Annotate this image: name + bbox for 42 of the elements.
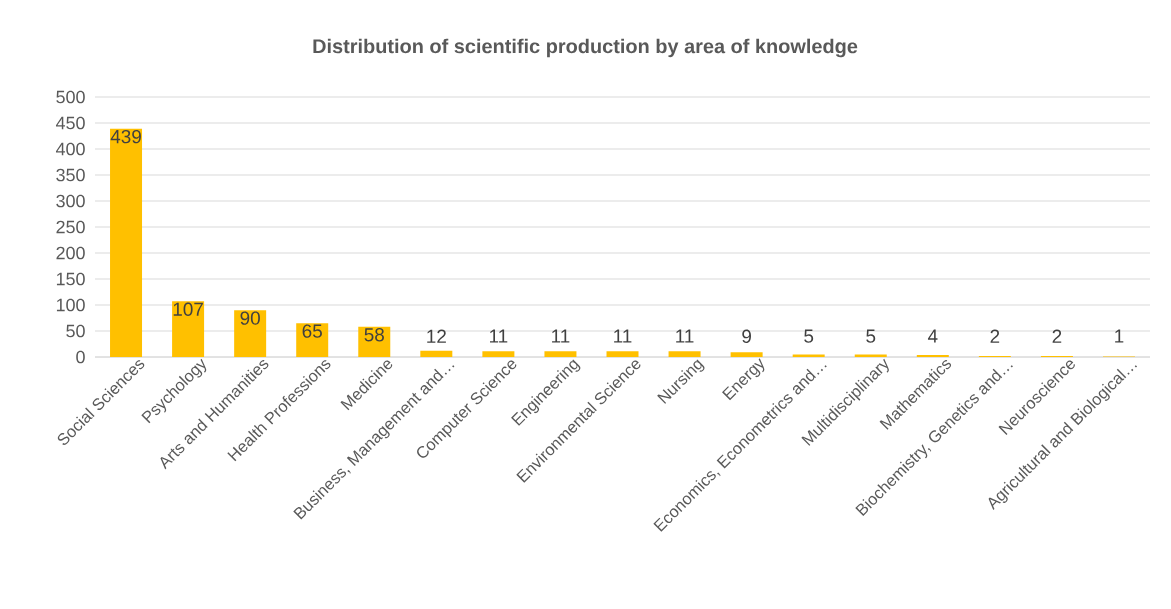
data-label: 9 (742, 329, 751, 343)
bar (854, 354, 887, 357)
y-tick-label: 0 (76, 350, 85, 364)
bar (296, 323, 329, 357)
data-label: 11 (614, 329, 632, 343)
y-tick-label: 200 (56, 246, 85, 260)
y-tick-label: 500 (56, 90, 85, 104)
data-label: 11 (490, 329, 508, 343)
data-label: 2 (1052, 329, 1062, 343)
chart-title: Distribution of scientific production by area of knowledge (313, 38, 858, 58)
bar (606, 351, 639, 357)
data-label: 90 (240, 311, 260, 325)
data-label: 11 (676, 329, 694, 343)
data-label: 1 (1115, 329, 1124, 343)
y-tick-label: 50 (66, 324, 85, 338)
data-label: 11 (552, 329, 570, 343)
bar (916, 354, 949, 357)
bar (110, 128, 143, 357)
bar (792, 354, 825, 357)
data-label: 2 (990, 329, 1000, 343)
bar (730, 352, 763, 357)
data-label: 12 (427, 329, 446, 343)
data-label: 107 (173, 302, 203, 316)
data-label: 439 (110, 129, 141, 144)
data-label: 4 (927, 329, 938, 343)
y-tick-label: 150 (56, 272, 85, 286)
bar (544, 351, 577, 357)
y-tick-label: 100 (56, 298, 85, 312)
bar (668, 351, 701, 357)
y-tick-label: 400 (55, 142, 85, 156)
bar (172, 301, 205, 357)
y-tick-label: 450 (55, 116, 85, 130)
bar (234, 310, 267, 357)
bar (420, 350, 453, 357)
data-label: 5 (804, 329, 814, 343)
y-tick-label: 300 (56, 194, 85, 208)
data-label: 5 (866, 329, 876, 343)
data-label: 65 (302, 324, 322, 338)
bar (482, 351, 515, 357)
y-tick-label: 350 (56, 168, 85, 182)
data-label: 58 (364, 328, 384, 342)
y-tick-label: 250 (56, 220, 85, 234)
